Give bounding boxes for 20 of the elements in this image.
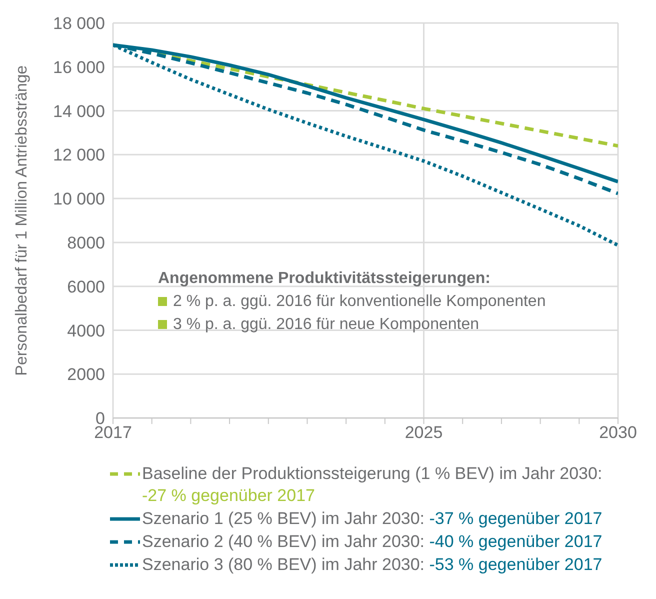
y-tick-label: 10 000 xyxy=(53,190,105,209)
y-axis-title: Personalbedarf für 1 Million Antriebsstränge xyxy=(14,65,31,376)
legend-label: Szenario 1 (25 % BEV) im Jahr 2030: -37 % gegenüber 2017 xyxy=(142,508,602,530)
y-tick-label: 8000 xyxy=(67,233,105,252)
x-tick-label: 2030 xyxy=(599,423,637,442)
y-tick-label: 14 000 xyxy=(53,102,105,121)
y-tick-label: 16 000 xyxy=(53,58,105,77)
y-tick-label: 6000 xyxy=(67,277,105,296)
y-tick-label: 2000 xyxy=(67,365,105,384)
annotation: 3 % p. a. ggü. 2016 für neue Komponenten xyxy=(173,314,480,335)
annotation: 2 % p. a. ggü. 2016 für konventionelle Komponenten xyxy=(173,292,546,312)
x-tick-label: 2017 xyxy=(94,423,132,442)
y-tick-label: 18 000 xyxy=(53,14,105,34)
legend-label: Baseline der Produktionssteigerung (1 % BEV) im Jahr 2030: -27 % gegenüber 2017 xyxy=(142,463,604,507)
y-tick-label: 12 000 xyxy=(53,146,105,165)
annotation: Angenommene Produktivitätssteigerungen: xyxy=(158,268,492,289)
legend-label: Szenario 3 (80 % BEV) im Jahr 2030: -53 % gegenüber 2017 xyxy=(142,554,602,576)
y-tick-label: 4000 xyxy=(67,321,105,340)
x-tick-label: 2025 xyxy=(404,423,443,442)
legend-label: Szenario 2 (40 % BEV) im Jahr 2030: -40 % gegenüber 2017 xyxy=(142,531,602,553)
